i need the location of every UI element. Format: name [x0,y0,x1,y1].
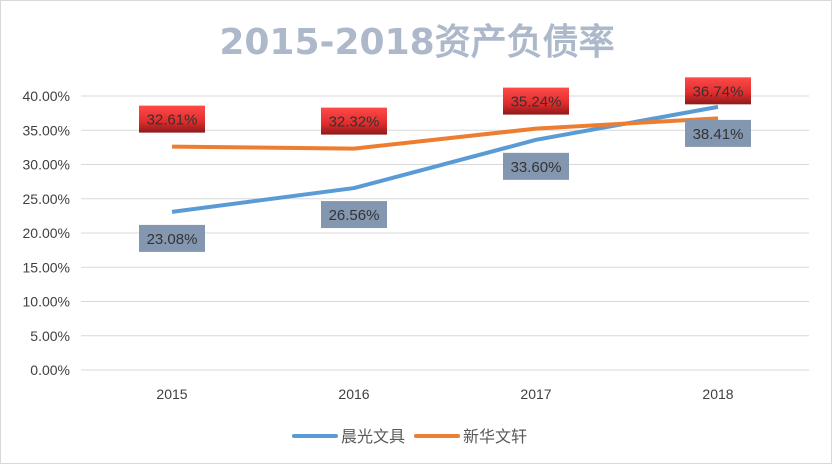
y-tick-label: 30.00% [23,157,70,173]
data-label-box [685,119,751,147]
x-tick-label: 2018 [702,386,733,402]
y-tick-label: 25.00% [23,191,70,207]
x-tick-label: 2015 [156,386,187,402]
y-tick-label: 15.00% [23,259,70,275]
data-label: 36.74% [693,83,744,100]
chart-title: 2015-2018资产负债率 [219,22,615,63]
y-tick-label: 35.00% [23,122,70,138]
x-tick-label: 2016 [338,386,369,402]
legend-label: 晨光文具 [341,428,405,446]
data-label-box [685,77,751,105]
series-line-2 [171,116,719,151]
data-label-box [503,152,569,180]
data-label: 23.08% [147,231,198,248]
data-label-box [321,107,387,135]
data-label: 33.60% [511,159,562,176]
data-label-box [321,201,387,229]
y-tick-label: 20.00% [23,225,70,241]
y-tick-label: 0.00% [30,362,70,378]
data-label: 26.56% [329,207,380,224]
y-tick-label: 10.00% [23,294,70,310]
data-label: 38.41% [693,126,744,143]
x-tick-label: 2017 [520,386,551,402]
y-tick-label: 40.00% [23,88,70,104]
data-label: 32.32% [329,114,380,131]
data-label-box [503,87,569,115]
data-label: 32.61% [147,112,198,129]
y-tick-label: 5.00% [30,328,70,344]
data-label-box [139,105,205,133]
data-label-box [139,224,205,252]
data-label: 35.24% [511,94,562,111]
legend-label: 新华文轩 [463,428,527,446]
